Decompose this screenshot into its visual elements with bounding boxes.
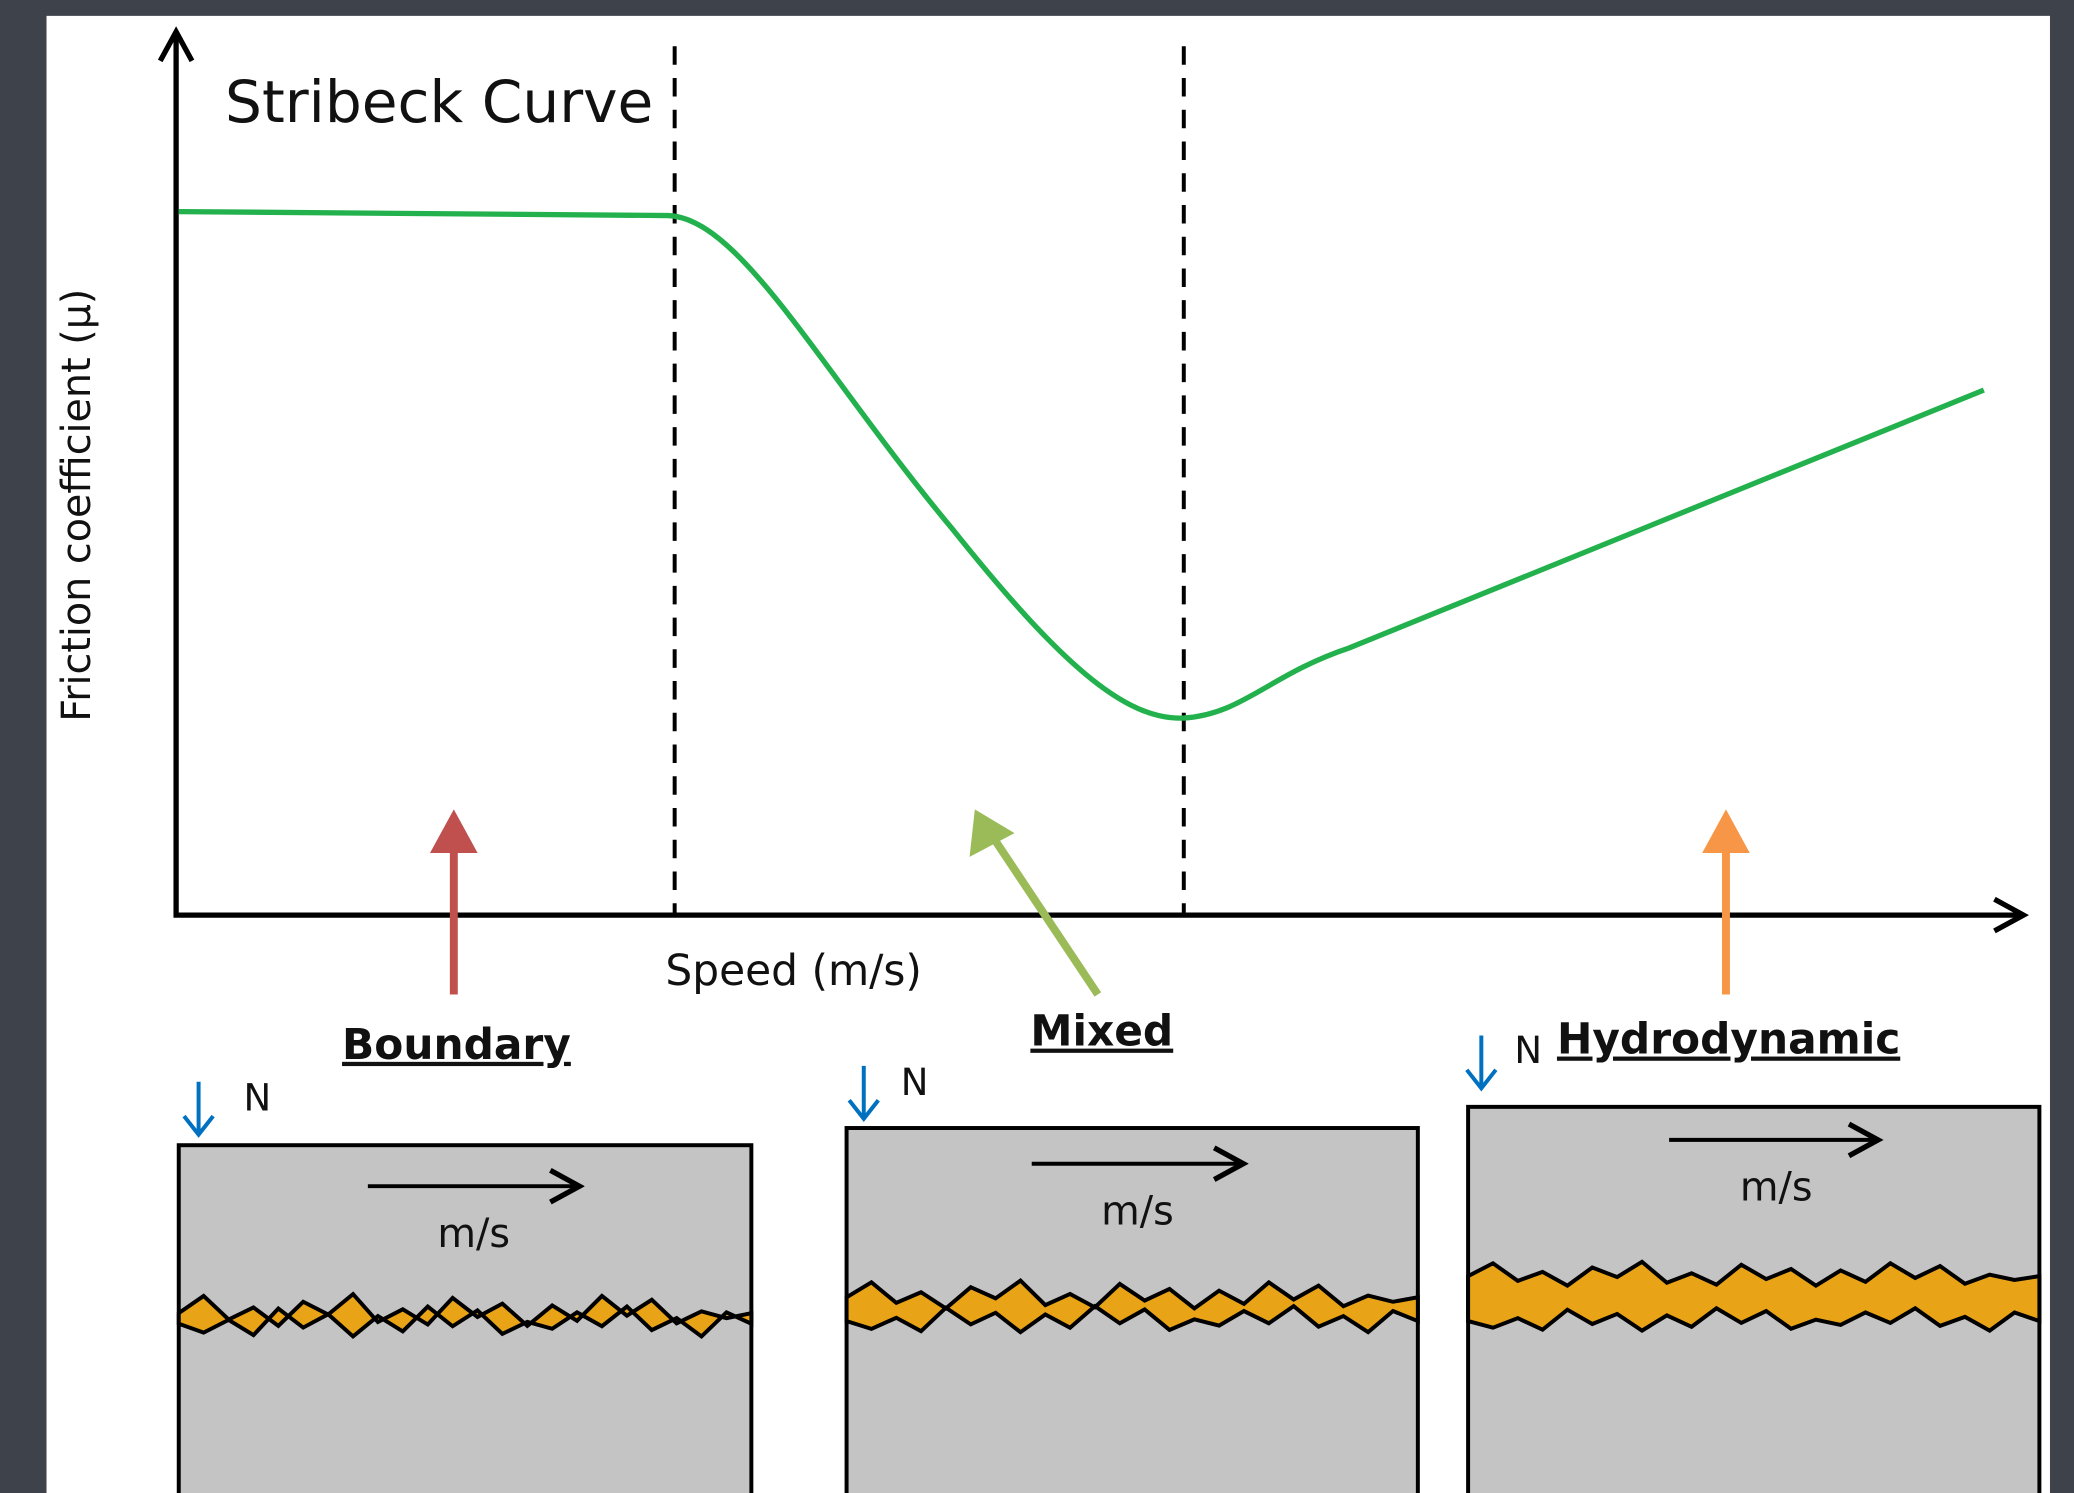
regime-label: Hydrodynamic bbox=[1557, 1015, 1900, 1064]
speed-label: m/s bbox=[1740, 1165, 1813, 1211]
x-axis-label: Speed (m/s) bbox=[665, 946, 922, 995]
figure: Stribeck Curve Friction coefficient (μ) … bbox=[0, 0, 2074, 1493]
regime-label: Boundary bbox=[342, 1020, 571, 1069]
page: {"title": "Stribeck Curve", "axes": {"y_… bbox=[0, 0, 2074, 1493]
load-label: N bbox=[244, 1077, 272, 1120]
load-label: N bbox=[901, 1061, 929, 1104]
regime-label: Mixed bbox=[1030, 1007, 1173, 1056]
load-label: N bbox=[1514, 1029, 1542, 1072]
y-axis-label: Friction coefficient (μ) bbox=[54, 289, 100, 722]
title: Stribeck Curve bbox=[225, 68, 653, 136]
speed-label: m/s bbox=[1101, 1188, 1174, 1234]
speed-label: m/s bbox=[437, 1211, 510, 1257]
